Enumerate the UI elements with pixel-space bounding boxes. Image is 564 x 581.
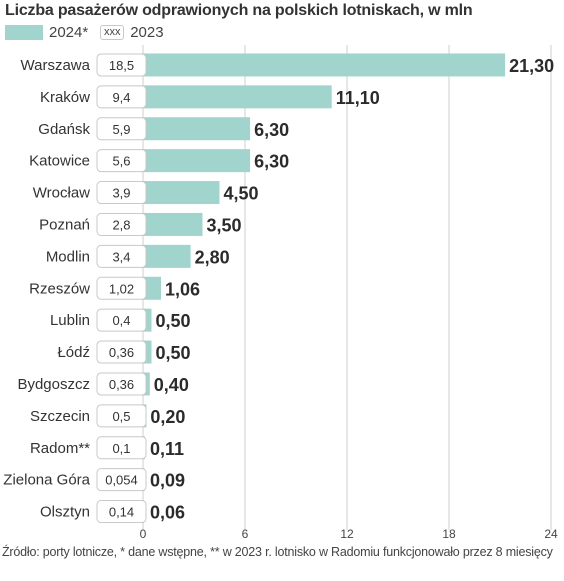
category-label: Katowice	[29, 153, 90, 170]
value-box-2023	[96, 181, 147, 205]
value-label-2023: 1,02	[109, 281, 134, 296]
value-box-2023	[96, 276, 147, 300]
bar-2024	[143, 181, 220, 205]
category-label: Rzeszów	[29, 280, 90, 297]
value-label-2024: 4,50	[224, 184, 259, 204]
value-box-2023	[96, 149, 147, 173]
value-label-2024: 0,06	[150, 503, 185, 523]
value-box-2023	[96, 85, 147, 109]
value-label-2023: 0,36	[109, 345, 134, 360]
value-box-2023	[96, 308, 147, 332]
x-tick-label: 24	[544, 527, 558, 541]
x-tick-label: 0	[140, 527, 147, 541]
bar-chart: 0 6 12 18 24 Warszawa 18,5 21,30 Kraków 9,4 11,10 G…	[3, 45, 558, 541]
bar-2024	[143, 149, 251, 173]
value-box-2023	[96, 500, 147, 524]
value-box-2023	[96, 372, 147, 396]
value-label-2023: 18,5	[109, 58, 134, 73]
bar-2024	[143, 244, 191, 268]
value-label-2023: 0,36	[109, 377, 134, 392]
legend-box-sample: xxx	[100, 24, 125, 40]
value-label-2023: 0,5	[112, 409, 130, 424]
value-label-2024: 0,11	[150, 439, 184, 459]
legend-label-2024: 2024*	[49, 23, 89, 41]
value-box-2023	[96, 212, 147, 236]
value-box-2023	[96, 53, 147, 77]
value-label-2024: 2,80	[195, 247, 230, 267]
bar-2024	[143, 212, 203, 236]
source-footnote: Źródło: porty lotnicze, * dane wstępne, …	[2, 545, 553, 559]
value-label-2024: 11,10	[336, 88, 380, 108]
category-label: Bydgoszcz	[17, 376, 90, 393]
value-label-2023: 3,9	[112, 186, 130, 201]
category-label: Zielona Góra	[3, 472, 90, 489]
bar-2024	[143, 117, 251, 141]
value-label-2023: 0,4	[112, 313, 130, 328]
value-label-2023: 3,4	[112, 249, 130, 264]
value-box-2023	[96, 436, 147, 460]
category-label: Szczecin	[30, 408, 90, 425]
value-label-2023: 0,1	[112, 441, 130, 456]
bar-2024	[143, 340, 152, 364]
x-tick-label: 18	[442, 527, 456, 541]
value-label-2023: 2,8	[112, 217, 130, 232]
value-label-2024: 3,50	[207, 215, 242, 235]
category-label: Olsztyn	[40, 504, 90, 521]
legend-swatch-2024	[5, 24, 43, 40]
value-label-2023: 0,054	[105, 473, 138, 488]
value-label-2024: 0,20	[150, 407, 185, 427]
value-box-2023	[96, 404, 147, 428]
value-label-2023: 9,4	[112, 90, 130, 105]
legend: 2024* xxx 2023	[5, 22, 164, 42]
category-label: Łódź	[57, 344, 90, 361]
value-label-2024: 1,06	[165, 279, 200, 299]
category-label: Wrocław	[33, 185, 90, 202]
bar-2024	[143, 53, 506, 77]
value-label-2024: 0,50	[156, 311, 191, 331]
value-label-2023: 5,6	[112, 154, 130, 169]
category-label: Gdańsk	[38, 121, 90, 138]
legend-label-2023: 2023	[130, 23, 164, 41]
value-label-2024: 6,30	[254, 152, 289, 172]
x-tick-label: 6	[242, 527, 249, 541]
value-label-2024: 0,50	[156, 343, 191, 363]
value-label-2024: 21,30	[509, 56, 554, 76]
value-box-2023	[96, 468, 147, 492]
x-tick-label: 12	[340, 527, 354, 541]
value-label-2024: 0,09	[150, 471, 185, 491]
category-label: Radom**	[30, 440, 90, 457]
category-label: Modlin	[46, 248, 90, 265]
bar-2024	[143, 85, 332, 109]
chart-title: Liczba pasażerów odprawionych na polskic…	[5, 2, 473, 19]
bar-2024	[143, 308, 152, 332]
category-label: Warszawa	[21, 57, 91, 74]
value-label-2023: 5,9	[112, 122, 130, 137]
value-label-2024: 6,30	[254, 120, 289, 140]
bar-2024	[143, 276, 162, 300]
category-label: Poznań	[39, 216, 90, 233]
value-label-2024: 0,40	[154, 375, 189, 395]
value-box-2023	[96, 117, 147, 141]
value-box-2023	[96, 244, 147, 268]
value-box-2023	[96, 340, 147, 364]
category-label: Lublin	[50, 312, 90, 329]
value-label-2023: 0,14	[109, 505, 134, 520]
category-label: Kraków	[40, 89, 90, 106]
